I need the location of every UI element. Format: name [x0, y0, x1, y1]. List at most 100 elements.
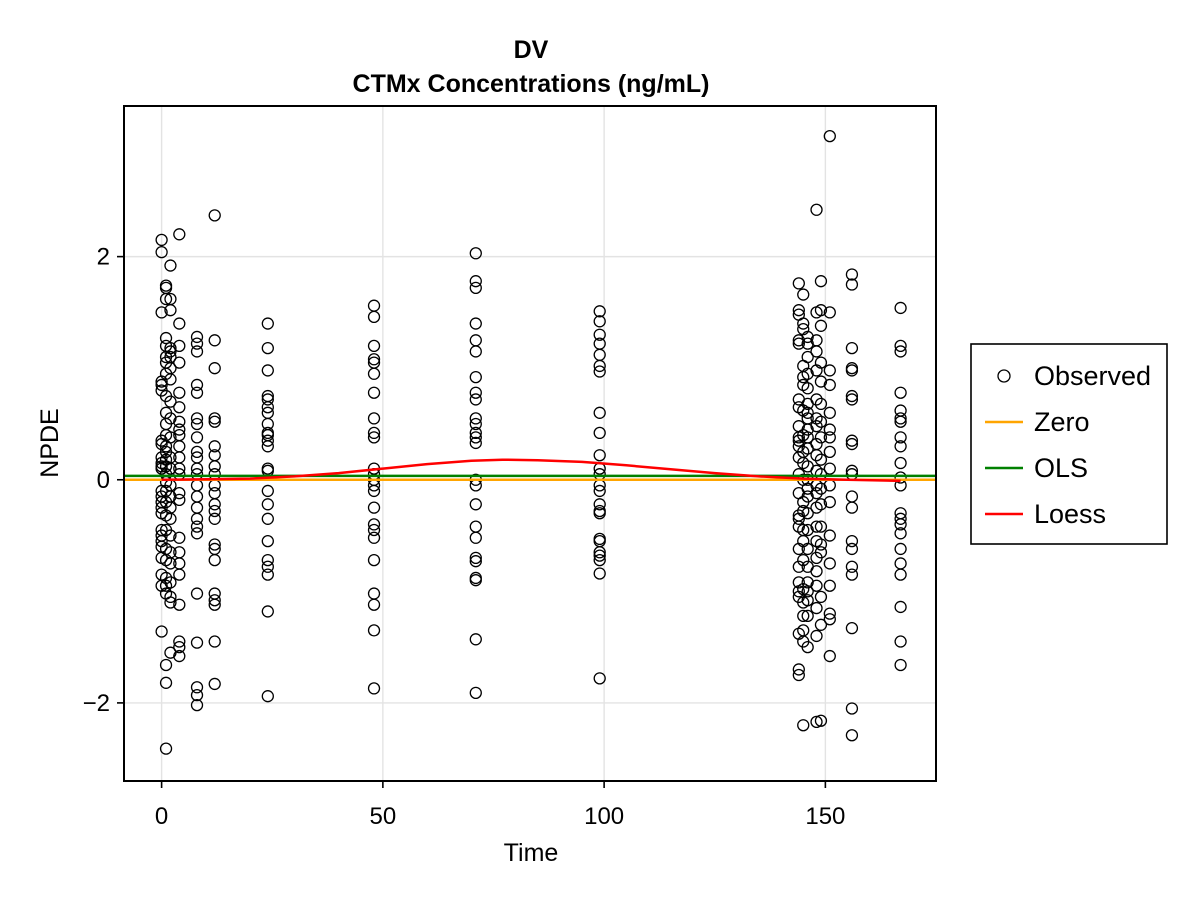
observed-point [797, 553, 810, 567]
observed-point [208, 486, 221, 500]
observed-point [208, 415, 221, 428]
observed-point [190, 330, 204, 344]
observed-point [469, 551, 482, 565]
observed-point [190, 345, 204, 358]
observed-point [593, 449, 606, 462]
observed-point [810, 565, 823, 578]
observed-point [894, 431, 907, 444]
observed-point [801, 507, 814, 520]
observed-point [261, 690, 274, 703]
observed-point [801, 609, 814, 623]
observed-point [469, 386, 482, 399]
x-tick-label: 150 [805, 803, 845, 830]
observed-point [814, 319, 828, 332]
observed-point [469, 412, 482, 425]
observed-point [894, 456, 907, 470]
observed-point [593, 507, 606, 520]
observed-point [814, 453, 828, 466]
observed-point [810, 520, 823, 533]
observed-point [164, 596, 177, 609]
observed-point [190, 378, 204, 392]
observed-point [593, 359, 606, 373]
observed-point [469, 531, 482, 544]
grid-lines [124, 106, 936, 781]
observed-point [845, 621, 859, 635]
observed-point [801, 594, 814, 607]
observed-point [208, 538, 221, 551]
observed-point [261, 393, 274, 406]
observed-point [469, 247, 482, 260]
observed-point [894, 339, 907, 353]
observed-point [845, 393, 859, 406]
observed-point [894, 471, 907, 484]
observed-point [894, 518, 907, 531]
observed-point [823, 613, 836, 626]
observed-point [155, 246, 168, 259]
observed-point [173, 598, 186, 611]
observed-point [164, 512, 177, 525]
observed-point [823, 579, 836, 592]
observed-point [173, 640, 186, 654]
observed-point [469, 633, 482, 646]
observed-point [894, 542, 907, 556]
observed-point [469, 417, 482, 431]
observed-point [164, 529, 177, 542]
observed-point [261, 484, 274, 498]
observed-point [845, 729, 859, 742]
observed-point [261, 605, 274, 618]
observed-point [810, 393, 823, 406]
observed-point [469, 334, 482, 347]
observed-point [190, 490, 204, 503]
observed-point [814, 431, 828, 444]
observed-point [801, 542, 814, 556]
observed-point [190, 688, 204, 702]
observed-point [845, 560, 859, 573]
observed-point [845, 534, 859, 548]
observed-point [261, 553, 274, 567]
observed-point [159, 742, 173, 755]
observed-point [894, 557, 907, 570]
observed-point [367, 339, 381, 353]
x-tick-label: 100 [584, 803, 624, 830]
observed-point [367, 518, 381, 531]
observed-point [469, 345, 482, 358]
observed-point [814, 275, 828, 288]
observed-point [792, 663, 805, 676]
observed-point [469, 686, 482, 700]
observed-point [823, 445, 836, 459]
observed-point [208, 412, 221, 425]
observed-point [823, 423, 836, 436]
observed-point [894, 568, 907, 581]
observed-point [469, 431, 482, 444]
observed-point [173, 386, 186, 399]
observed-point [208, 677, 221, 691]
observed-point [823, 306, 836, 319]
observed-point [190, 520, 204, 533]
observed-point [164, 590, 177, 604]
observed-point [367, 412, 381, 425]
observed-point [845, 501, 859, 514]
observed-point [845, 702, 859, 715]
observed-point [792, 304, 805, 317]
observed-point [208, 598, 221, 611]
observed-point [801, 367, 814, 380]
observed-point [173, 568, 186, 581]
observed-point [845, 278, 859, 291]
observed-point [367, 523, 381, 537]
observed-point [261, 534, 274, 548]
observed-point [155, 233, 168, 247]
observed-point [810, 715, 823, 729]
observed-point [190, 412, 204, 425]
observed-point [164, 646, 177, 659]
observed-point [190, 479, 204, 492]
observed-point [593, 672, 606, 685]
observed-point [159, 676, 173, 689]
observed-point [810, 486, 823, 500]
observed-point [261, 498, 274, 511]
observed-point [845, 542, 859, 556]
observed-point [367, 353, 381, 366]
chart-subtitle: CTMx Concentrations (ng/mL) [353, 70, 710, 98]
observed-point [190, 698, 204, 712]
observed-point [894, 600, 907, 614]
